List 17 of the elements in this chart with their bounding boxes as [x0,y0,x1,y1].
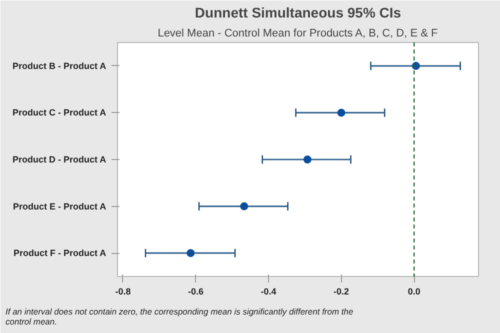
x-tick-label: -0.4 [260,286,276,296]
x-tick-label: 0.0 [408,286,420,296]
point [303,156,312,164]
x-tick-label: -0.8 [115,286,131,296]
y-tick-label: Product C - Product A [12,108,107,118]
point [337,108,346,117]
x-tick-label: -0.6 [188,286,204,296]
chart-subtitle: Level Mean - Control Mean for Products A, B, C, D, E & F [158,28,438,40]
y-tick-label: Product D - Product A [12,154,107,164]
y-tick-label: Product E - Product A [13,201,107,212]
text: If an interval does not contain zero, the corresponding mean is significantly different from the control mean. [6,306,354,326]
x-tick-label: -0.2 [334,286,350,296]
point [240,202,248,210]
point [186,249,195,258]
y-tick-label: Product F - Product A [14,248,107,258]
chart-title: Dunnett Simultaneous 95% CIs [194,4,402,20]
y-tick-label: Product B - Product A [12,60,107,71]
